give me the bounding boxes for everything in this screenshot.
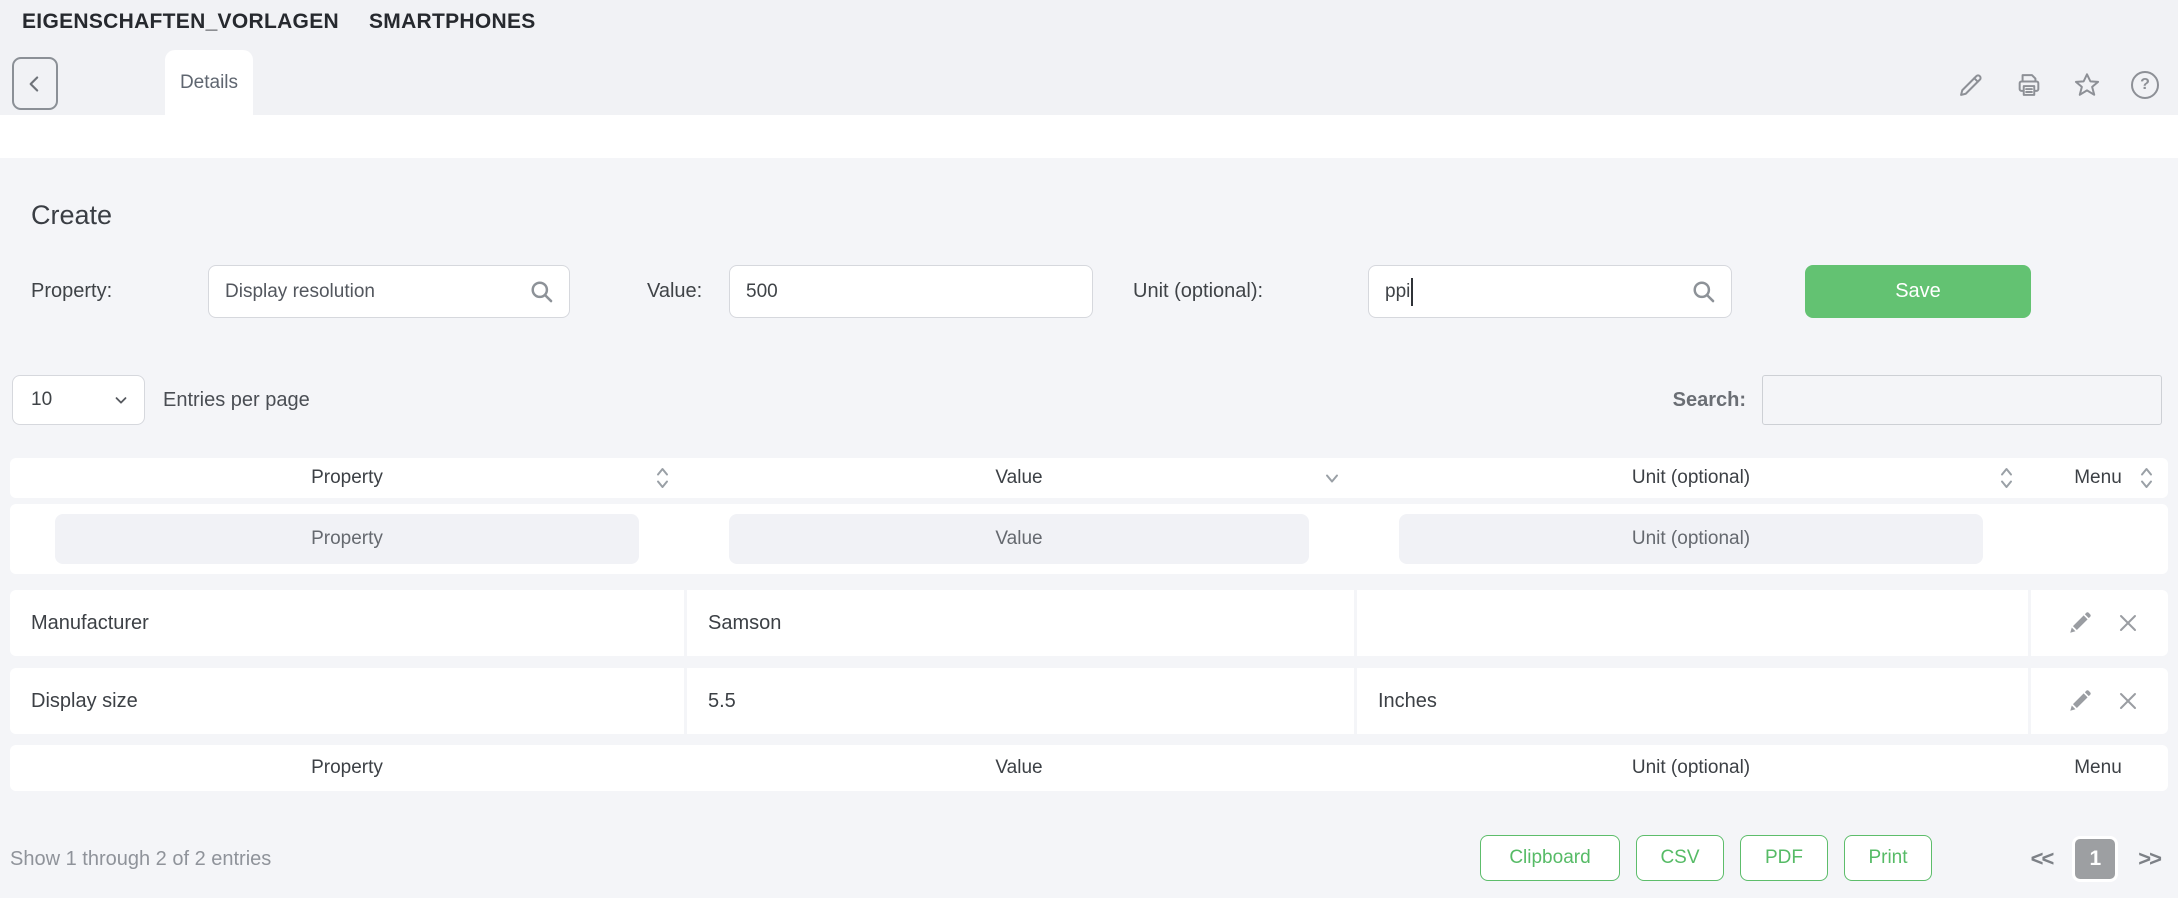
search-icon <box>528 278 555 305</box>
footer-label-value: Value <box>995 757 1043 778</box>
edit-row-icon[interactable] <box>2066 687 2094 715</box>
edit-row-icon[interactable] <box>2066 609 2094 637</box>
property-input[interactable]: Display resolution <box>208 265 570 318</box>
column-header-property[interactable]: Property <box>10 458 684 498</box>
value-input[interactable]: 500 <box>729 265 1093 318</box>
breadcrumb-item-vorlagen[interactable]: EIGENSCHAFTEN_VORLAGEN <box>22 10 339 33</box>
delete-x-icon[interactable] <box>2114 687 2142 715</box>
previous-page-button[interactable]: << <box>2030 846 2055 871</box>
filter-value-input[interactable]: Value <box>729 514 1309 564</box>
sort-both-icon <box>655 465 670 492</box>
delete-x-icon[interactable] <box>2114 609 2142 637</box>
property-input-value: Display resolution <box>225 280 375 302</box>
table-filter-row: Property Value Unit (optional) <box>10 504 2168 574</box>
cell-unit <box>1354 590 2028 656</box>
cell-property: Manufacturer <box>31 611 149 634</box>
breadcrumb-item-smartphones[interactable]: SMARTPHONES <box>368 10 536 33</box>
column-header-value[interactable]: Value <box>684 458 1354 498</box>
unit-input-value: ppi <box>1385 280 1411 302</box>
column-header-menu[interactable]: Menu <box>2028 458 2168 498</box>
cell-unit: Inches <box>1354 668 2028 734</box>
chevron-left-icon <box>22 71 48 97</box>
create-section-title: Create <box>31 200 113 230</box>
table-header-row: Property Value Unit (optional) Menu <box>10 458 2168 498</box>
search-input[interactable] <box>1762 375 2162 425</box>
unit-input[interactable]: ppi <box>1368 265 1732 318</box>
footer-label-property: Property <box>311 757 383 778</box>
unit-label: Unit (optional): <box>1133 280 1264 302</box>
export-buttons: Clipboard CSV PDF Print <box>1480 835 1932 881</box>
tab-details-label: Details <box>179 71 239 93</box>
help-icon[interactable]: ? <box>2130 70 2160 100</box>
favorite-star-icon[interactable] <box>2072 70 2102 100</box>
column-header-property-label: Property <box>311 467 383 488</box>
current-page-button[interactable]: 1 <box>2072 836 2119 882</box>
text-caret <box>1411 277 1414 306</box>
csv-button[interactable]: CSV <box>1636 835 1724 881</box>
column-header-unit[interactable]: Unit (optional) <box>1354 458 2028 498</box>
filter-unit-input[interactable]: Unit (optional) <box>1399 514 1983 564</box>
cell-value: Samson <box>684 590 1354 656</box>
entries-summary: Show 1 through 2 of 2 entries <box>10 847 272 870</box>
table-row: Manufacturer Samson <box>10 590 2168 656</box>
table-row: Display size 5.5 Inches <box>10 668 2168 734</box>
pagination: << 1 >> <box>2030 836 2162 882</box>
header-white-strip <box>0 115 2178 158</box>
cell-value: 5.5 <box>684 668 1354 734</box>
toolbar-icons: ? <box>1956 70 2160 100</box>
breadcrumb: EIGENSCHAFTEN_VORLAGEN SMARTPHONES <box>22 10 536 34</box>
filter-property-input[interactable]: Property <box>55 514 639 564</box>
table-footer-row: Property Value Unit (optional) Menu <box>10 745 2168 791</box>
pdf-button[interactable]: PDF <box>1740 835 1828 881</box>
tab-details[interactable]: Details <box>165 50 253 115</box>
entries-per-page-value: 10 <box>31 389 53 410</box>
entries-per-page-select[interactable]: 10 <box>12 375 145 425</box>
edit-icon[interactable] <box>1956 70 1986 100</box>
column-header-value-label: Value <box>995 467 1043 488</box>
footer-label-unit: Unit (optional) <box>1631 757 1751 778</box>
entries-per-page-label: Entries per page <box>163 388 310 411</box>
next-page-button[interactable]: >> <box>2138 846 2162 871</box>
sort-desc-icon <box>1324 472 1340 484</box>
search-icon <box>1690 278 1717 305</box>
save-button-label: Save <box>1895 280 1941 302</box>
cell-menu <box>2028 590 2168 656</box>
help-glyph: ? <box>2140 76 2150 93</box>
sort-both-icon <box>1999 465 2014 492</box>
cell-menu <box>2028 668 2168 734</box>
value-input-value: 500 <box>746 280 778 302</box>
back-button[interactable] <box>12 57 58 110</box>
sort-both-icon <box>2139 465 2154 492</box>
top-bar: EIGENSCHAFTEN_VORLAGEN SMARTPHONES Detai… <box>0 0 2178 115</box>
save-button[interactable]: Save <box>1805 265 2031 318</box>
value-label: Value: <box>647 280 703 302</box>
clipboard-button[interactable]: Clipboard <box>1480 835 1620 881</box>
print-button[interactable]: Print <box>1844 835 1932 881</box>
cell-property: Display size <box>31 689 138 712</box>
footer-label-menu: Menu <box>2074 757 2122 778</box>
property-label: Property: <box>31 280 113 302</box>
chevron-down-icon <box>112 391 130 409</box>
column-header-unit-label: Unit (optional) <box>1631 467 1751 488</box>
print-icon[interactable] <box>2014 70 2044 100</box>
column-header-menu-label: Menu <box>2074 467 2122 488</box>
search-label: Search: <box>1672 388 1746 411</box>
